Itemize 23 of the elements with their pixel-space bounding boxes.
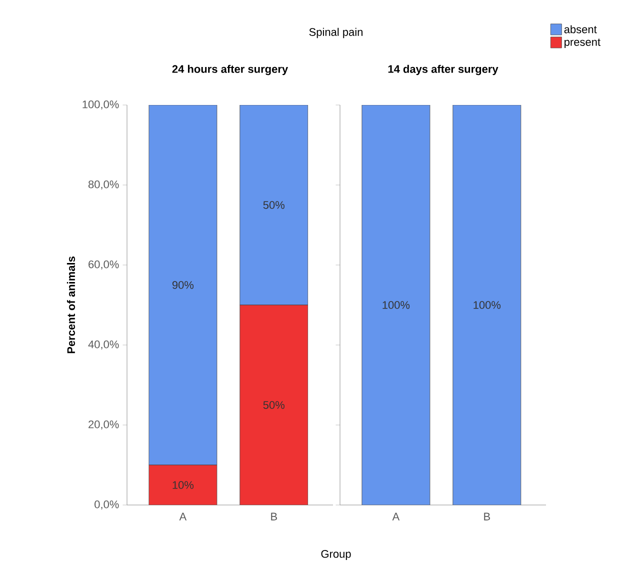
y-axis-title: Percent of animals — [66, 256, 76, 354]
x-tick-label: B — [271, 512, 277, 520]
chart-subtitle: 24 hours after surgery — [172, 64, 288, 76]
data-label: 10% — [172, 481, 194, 489]
legend-label: absent — [564, 25, 597, 34]
x-axis-title: Group — [321, 550, 351, 560]
x-tick-label: A — [179, 512, 187, 520]
data-label: 100% — [474, 301, 501, 309]
data-label: 50% — [263, 401, 284, 409]
y-tick-label: 20,0% — [88, 420, 119, 430]
y-tick-label: 40,0% — [88, 340, 119, 350]
data-label: 90% — [172, 281, 194, 289]
y-tick-label: 80,0% — [88, 180, 119, 190]
x-tick-label: A — [392, 512, 400, 520]
chart-title: Spinal pain — [309, 28, 362, 38]
chart-subtitle: 14 days after surgery — [388, 64, 498, 76]
data-label: 50% — [263, 201, 284, 209]
y-tick-label: 0,0% — [94, 500, 119, 510]
y-tick-label: 60,0% — [88, 260, 119, 270]
data-label: 100% — [382, 301, 410, 309]
y-tick-label: 100,0% — [82, 100, 119, 110]
x-tick-label: B — [484, 512, 490, 520]
legend-label: present — [564, 38, 600, 48]
